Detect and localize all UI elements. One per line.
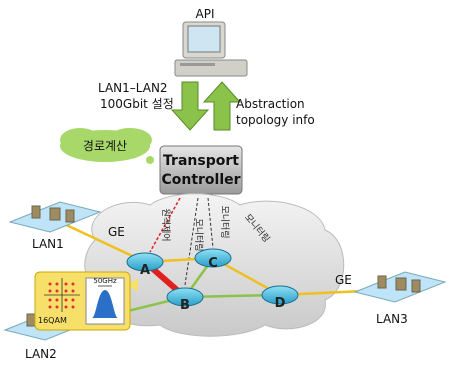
control-arrow xyxy=(149,197,181,253)
lan-label: LAN1 xyxy=(32,237,64,251)
lan-label: LAN3 xyxy=(376,312,408,326)
ge-label: GE xyxy=(108,225,125,239)
spectrum-bandwidth: 50GHz xyxy=(93,277,117,285)
router-nodes xyxy=(126,248,299,307)
node-label: B xyxy=(180,298,190,313)
monitor-label: 모니터링 xyxy=(193,218,205,251)
node-label: A xyxy=(140,263,150,278)
request-text: 100Gbit 설정 xyxy=(100,97,174,111)
path-computation-label: 경로계산 xyxy=(83,139,127,153)
path-cloud xyxy=(60,128,154,164)
down-arrow xyxy=(170,81,210,131)
node-label: D xyxy=(275,296,286,311)
spectrum-modulation: 16QAM xyxy=(38,316,67,325)
controller-label: Controller xyxy=(161,172,240,188)
monitor-label: 모니터링 xyxy=(219,205,231,238)
abstraction-text: Abstraction xyxy=(236,97,305,111)
abstraction-text: topology info xyxy=(236,113,315,127)
controller-label: Transport xyxy=(163,153,239,169)
up-arrow xyxy=(202,81,242,131)
api-computer xyxy=(174,21,248,77)
lan-label: LAN2 xyxy=(25,347,57,361)
api-label: API xyxy=(196,7,215,21)
node-label: C xyxy=(208,256,218,271)
request-text: LAN1–LAN2 xyxy=(98,81,168,95)
control-label: 원격제어 xyxy=(160,208,172,241)
spectrum-inset xyxy=(34,271,138,331)
ge-label: GE xyxy=(335,273,352,287)
monitor-arrow xyxy=(207,197,214,249)
